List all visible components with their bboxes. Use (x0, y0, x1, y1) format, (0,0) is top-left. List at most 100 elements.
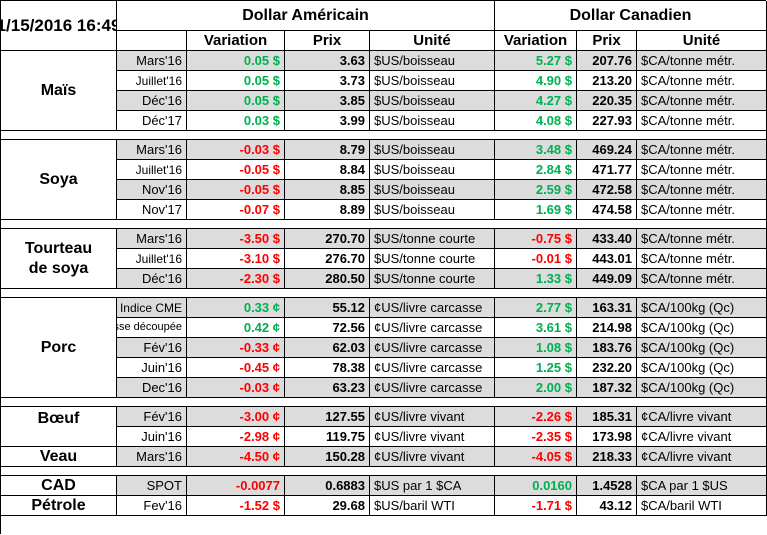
usd-unit: $US/tonne courte (370, 249, 495, 269)
cad-variation: 5.27 $ (495, 51, 577, 71)
section-spacer (1, 289, 767, 298)
cad-variation: 0.0160 (495, 476, 577, 496)
usd-variation: -0.45 ¢ (187, 358, 285, 378)
cad-variation: 1.69 $ (495, 200, 577, 220)
usd-variation: -3.10 $ (187, 249, 285, 269)
cad-variation: 1.08 $ (495, 338, 577, 358)
cad-price: 218.33 (577, 447, 637, 467)
cad-unit: $CA/tonne métr. (637, 229, 767, 249)
usd-price: 276.70 (285, 249, 370, 269)
cad-price: 43.12 (577, 496, 637, 516)
cad-price: 183.76 (577, 338, 637, 358)
contract-label: Nov'17 (117, 200, 187, 220)
cad-variation: -1.71 $ (495, 496, 577, 516)
cad-price: 433.40 (577, 229, 637, 249)
usd-variation: -0.05 $ (187, 180, 285, 200)
report-datetime: 1/15/2016 16:49 (1, 1, 117, 51)
contract-label: Juillet'16 (117, 249, 187, 269)
contract-label: Juillet'16 (117, 160, 187, 180)
usd-variation: -3.50 $ (187, 229, 285, 249)
cad-unit: $CA/tonne métr. (637, 269, 767, 289)
usd-price: 8.85 (285, 180, 370, 200)
cad-unit: $CA/tonne métr. (637, 51, 767, 71)
usd-unit-header: Unité (370, 31, 495, 51)
cad-price: 227.93 (577, 111, 637, 131)
usd-variation: -0.07 $ (187, 200, 285, 220)
usd-unit: $US/boisseau (370, 91, 495, 111)
usd-unit: $US/boisseau (370, 160, 495, 180)
cad-unit: $CA/tonne métr. (637, 91, 767, 111)
usd-unit: ¢US/livre vivant (370, 447, 495, 467)
cad-unit: $CA/tonne métr. (637, 200, 767, 220)
usd-variation: 0.05 $ (187, 51, 285, 71)
cad-variation: 2.00 $ (495, 378, 577, 398)
cad-variation: 1.25 $ (495, 358, 577, 378)
usd-price: 8.84 (285, 160, 370, 180)
usd-unit: $US/boisseau (370, 180, 495, 200)
cad-price: 449.09 (577, 269, 637, 289)
cad-unit: $CA/tonne métr. (637, 111, 767, 131)
section-spacer (1, 467, 767, 476)
cad-unit: $CA/tonne métr. (637, 140, 767, 160)
group-label-porc: Porc (1, 298, 117, 398)
usd-unit: $US/tonne courte (370, 229, 495, 249)
cad-price: 232.20 (577, 358, 637, 378)
contract-label: Déc'17 (117, 111, 187, 131)
usd-price: 63.23 (285, 378, 370, 398)
usd-price: 127.55 (285, 407, 370, 427)
cad-unit: ¢CA/livre vivant (637, 407, 767, 427)
usd-price: 78.38 (285, 358, 370, 378)
cad-price: 472.58 (577, 180, 637, 200)
cad-variation: 4.90 $ (495, 71, 577, 91)
group-label-boeuf: Bœuf (1, 407, 117, 447)
usd-price-header: Prix (285, 31, 370, 51)
usd-unit: $US par 1 $CA (370, 476, 495, 496)
cad-unit: $CA/tonne métr. (637, 249, 767, 269)
usd-section-title: Dollar Américain (117, 1, 495, 31)
usd-price: 3.85 (285, 91, 370, 111)
cad-variation: 3.61 $ (495, 318, 577, 338)
cad-price: 471.77 (577, 160, 637, 180)
usd-variation: 0.05 $ (187, 71, 285, 91)
cad-variation: 4.27 $ (495, 91, 577, 111)
contract-label: Mars'16 (117, 447, 187, 467)
usd-variation: -3.00 ¢ (187, 407, 285, 427)
contract-label: Indice CME (117, 298, 187, 318)
cad-unit: $CA/100kg (Qc) (637, 338, 767, 358)
cad-unit: $CA/tonne métr. (637, 180, 767, 200)
usd-unit: $US/tonne courte (370, 269, 495, 289)
cad-variation: -4.05 $ (495, 447, 577, 467)
cad-unit: ¢CA/livre vivant (637, 447, 767, 467)
usd-unit: $US/boisseau (370, 200, 495, 220)
cad-price-header: Prix (577, 31, 637, 51)
group-label-tourteau: Tourteau de soya (1, 229, 117, 289)
usd-variation: -0.03 ¢ (187, 378, 285, 398)
cad-variation: 2.84 $ (495, 160, 577, 180)
contract-label: Déc'16 (117, 269, 187, 289)
cad-unit: $CA/100kg (Qc) (637, 358, 767, 378)
usd-variation: 0.42 ¢ (187, 318, 285, 338)
usd-variation: -4.50 ¢ (187, 447, 285, 467)
cad-price: 220.35 (577, 91, 637, 111)
usd-price: 119.75 (285, 427, 370, 447)
usd-variation: -0.33 ¢ (187, 338, 285, 358)
group-label-cad: CAD (1, 476, 117, 496)
usd-price: 280.50 (285, 269, 370, 289)
contract-label: Fév'16 (117, 338, 187, 358)
contract-label: Dec'16 (117, 378, 187, 398)
usd-price: 0.6883 (285, 476, 370, 496)
usd-unit: ¢US/livre carcasse (370, 378, 495, 398)
section-spacer (1, 220, 767, 229)
cad-unit: $CA/baril WTI (637, 496, 767, 516)
contract-label: Juillet'16 (117, 71, 187, 91)
usd-price: 29.68 (285, 496, 370, 516)
cad-price: 163.31 (577, 298, 637, 318)
cad-unit: $CA/100kg (Qc) (637, 298, 767, 318)
contract-label: Mars'16 (117, 51, 187, 71)
usd-variation: -0.03 $ (187, 140, 285, 160)
usd-price: 3.99 (285, 111, 370, 131)
contract-label: Déc'16 (117, 91, 187, 111)
cad-variation: 2.77 $ (495, 298, 577, 318)
cad-unit: $CA/tonne métr. (637, 71, 767, 91)
